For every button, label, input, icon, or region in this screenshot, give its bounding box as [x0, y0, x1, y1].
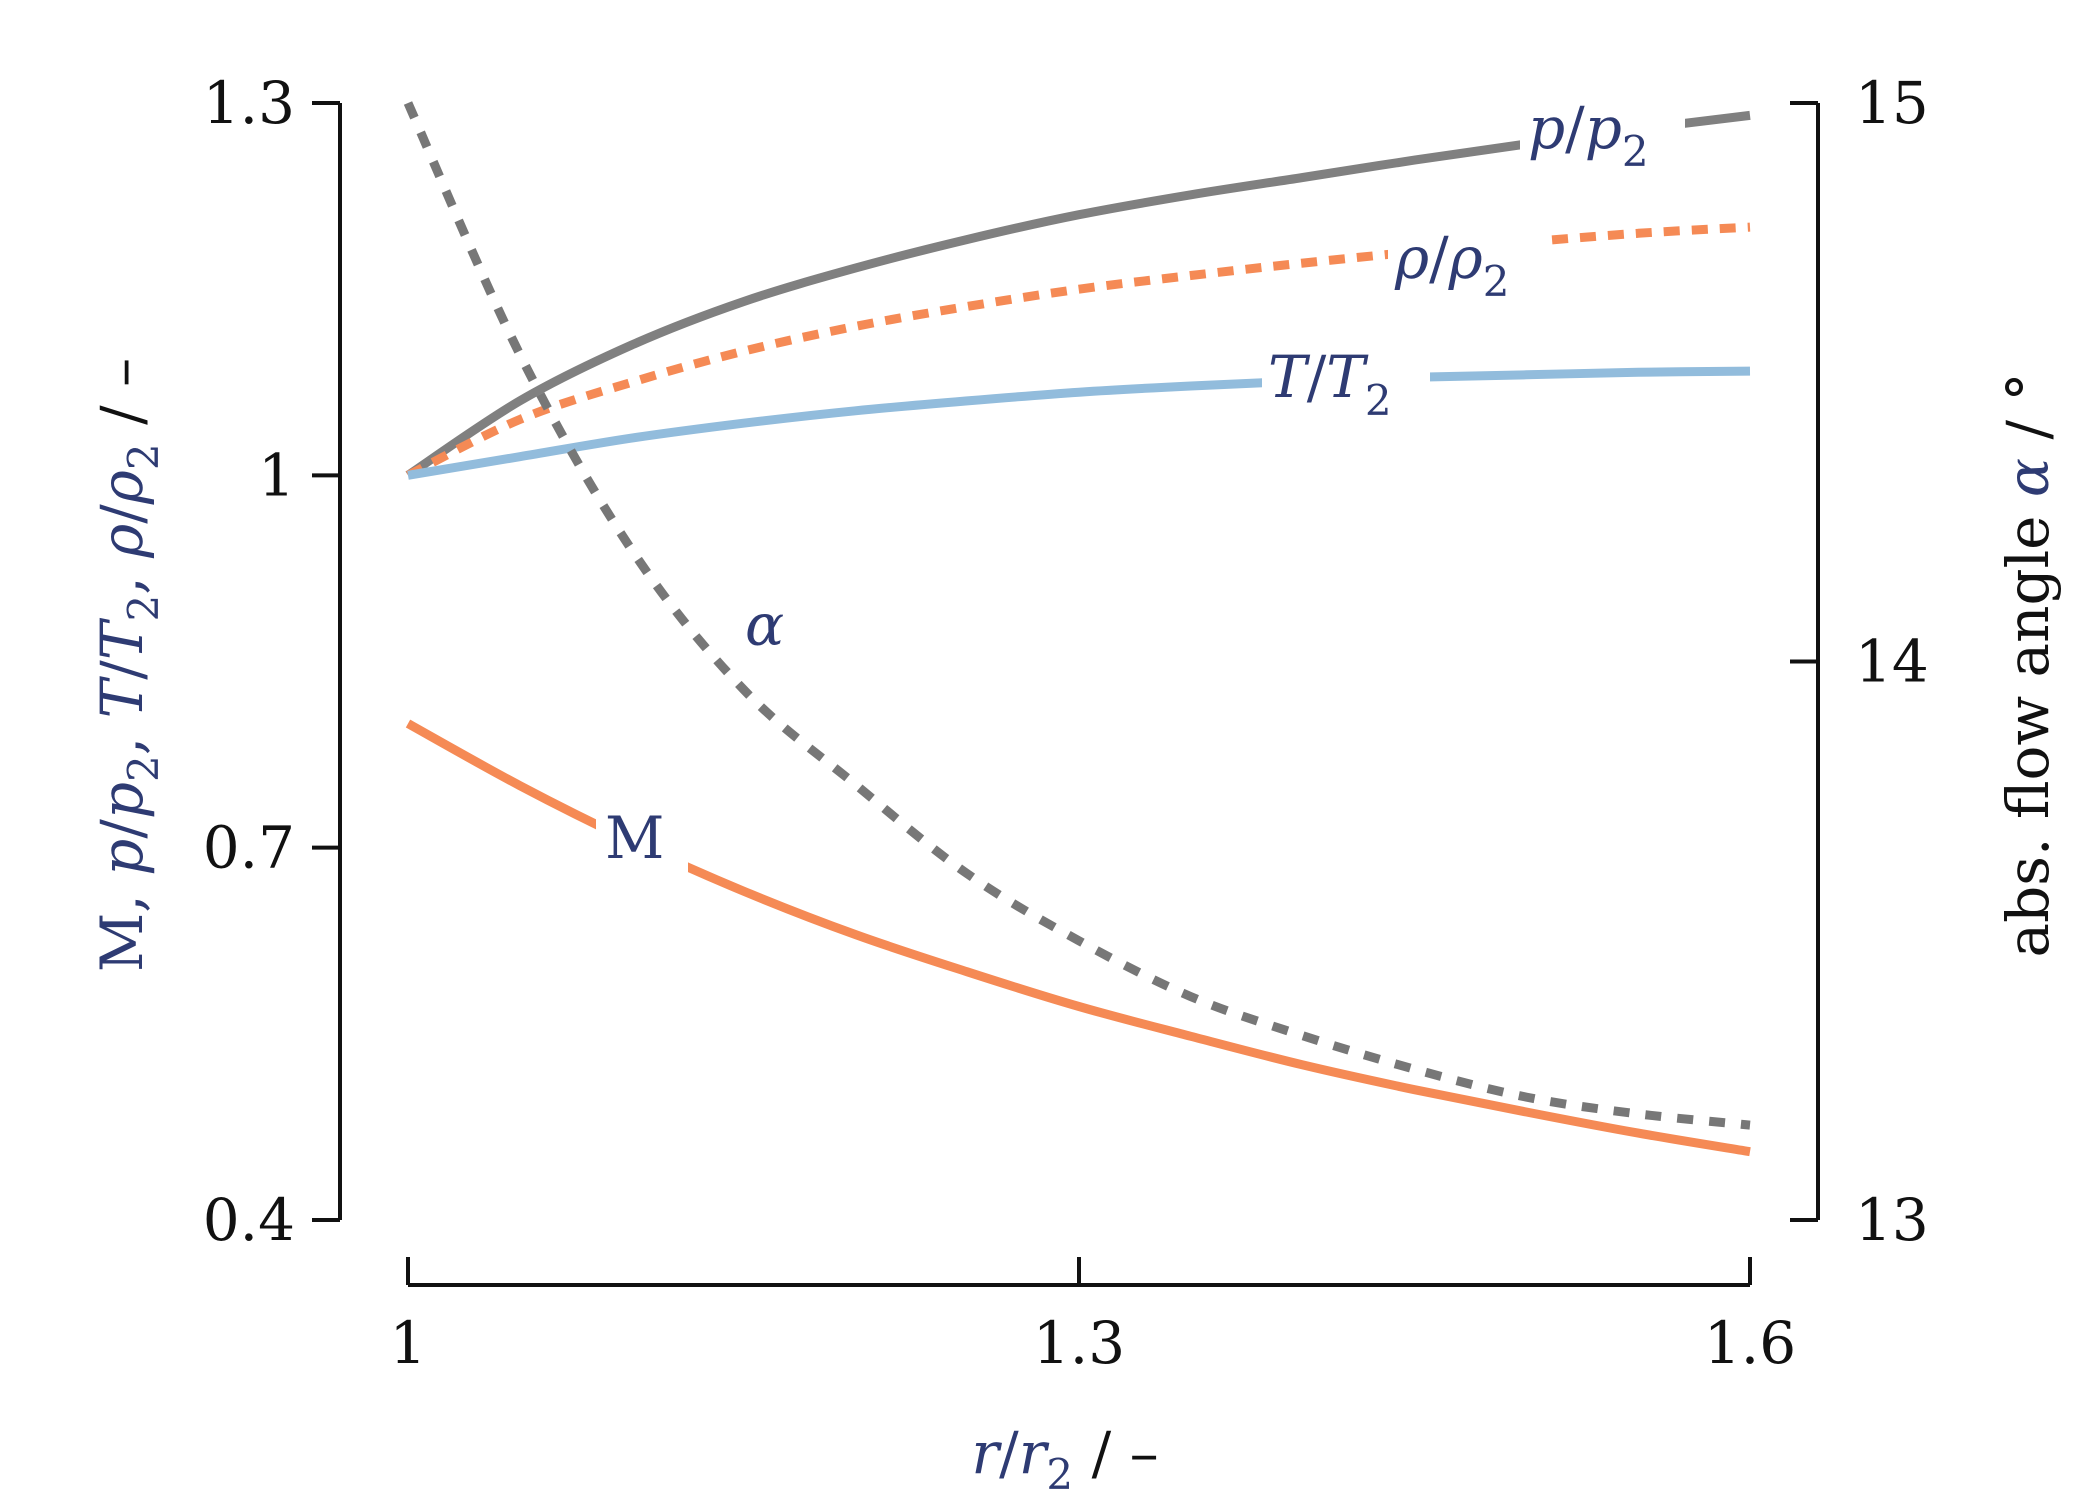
left-tick-label: 0.7: [203, 814, 295, 882]
right-tick-label: 15: [1855, 69, 1929, 137]
tt2-label: T/T2: [1268, 343, 1392, 425]
bottom-tick-label: 1: [390, 1309, 427, 1377]
rhorho2-label: ρ/ρ2: [1394, 224, 1510, 306]
annotations: p/p2 ρ/ρ2 T/T2 M α: [596, 94, 1685, 872]
left-tick-label: 0.4: [203, 1186, 295, 1254]
alpha-label-bg: [738, 600, 796, 662]
m-label-bg: [596, 800, 688, 872]
left-tick-label: 1.3: [203, 69, 295, 137]
x-axis-label: r/r2 / –: [971, 1419, 1158, 1499]
left-y-axis-label: M, p/p2, T/T2, ρ/ρ2 / –: [88, 358, 168, 972]
right-tick-label: 14: [1855, 628, 1929, 696]
m-label: M: [605, 804, 664, 872]
bottom-tick-label: 1.6: [1704, 1309, 1796, 1377]
right-tick-label: 13: [1855, 1186, 1929, 1254]
tick-labels: 0.4 0.7 1 1.3 13 14 15 1 1.3 1.6: [203, 69, 1929, 1377]
bottom-tick-label: 1.3: [1033, 1309, 1125, 1377]
alpha-label: α: [745, 591, 784, 659]
left-tick-label: 1: [258, 441, 295, 509]
rhorho2-label-bg: [1388, 228, 1550, 310]
pp2-label-bg: [1520, 98, 1685, 180]
series-line-2: [407, 366, 1751, 480]
pp2-label: p/p2: [1528, 94, 1649, 176]
tt2-label-bg: [1262, 345, 1430, 427]
right-y-axis-label: abs. flow angle α / °: [1994, 373, 2062, 958]
ticks: [312, 101, 1818, 1285]
